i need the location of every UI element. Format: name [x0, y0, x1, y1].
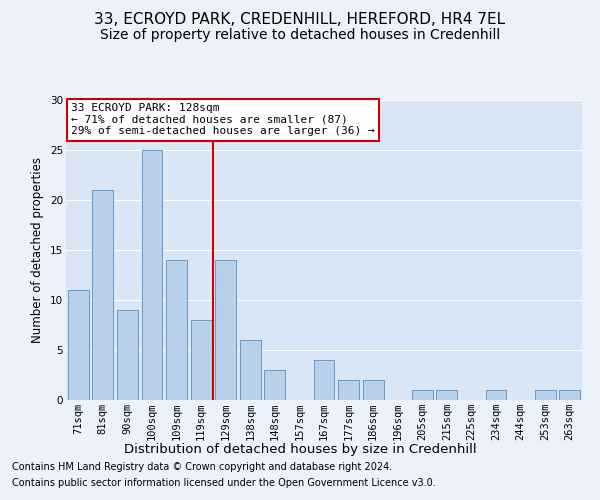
Text: Contains HM Land Registry data © Crown copyright and database right 2024.: Contains HM Land Registry data © Crown c…: [12, 462, 392, 472]
Bar: [265, 370, 286, 400]
Bar: [240, 340, 261, 400]
Bar: [166, 260, 187, 400]
Bar: [436, 390, 457, 400]
Bar: [117, 310, 138, 400]
Bar: [559, 390, 580, 400]
Bar: [142, 150, 163, 400]
Text: 33, ECROYD PARK, CREDENHILL, HEREFORD, HR4 7EL: 33, ECROYD PARK, CREDENHILL, HEREFORD, H…: [94, 12, 506, 28]
Text: Distribution of detached houses by size in Credenhill: Distribution of detached houses by size …: [124, 442, 476, 456]
Bar: [191, 320, 212, 400]
Bar: [338, 380, 359, 400]
Text: Size of property relative to detached houses in Credenhill: Size of property relative to detached ho…: [100, 28, 500, 42]
Bar: [412, 390, 433, 400]
Bar: [362, 380, 383, 400]
Bar: [535, 390, 556, 400]
Text: 33 ECROYD PARK: 128sqm
← 71% of detached houses are smaller (87)
29% of semi-det: 33 ECROYD PARK: 128sqm ← 71% of detached…: [71, 103, 375, 136]
Y-axis label: Number of detached properties: Number of detached properties: [31, 157, 44, 343]
Bar: [92, 190, 113, 400]
Bar: [215, 260, 236, 400]
Bar: [68, 290, 89, 400]
Bar: [485, 390, 506, 400]
Bar: [314, 360, 334, 400]
Text: Contains public sector information licensed under the Open Government Licence v3: Contains public sector information licen…: [12, 478, 436, 488]
